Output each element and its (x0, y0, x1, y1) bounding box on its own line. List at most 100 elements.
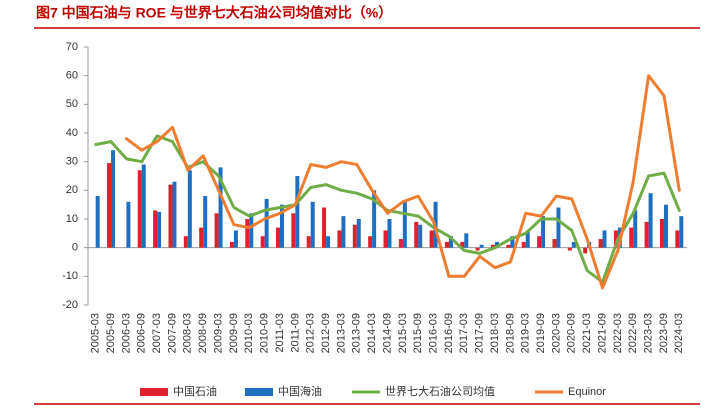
bar (218, 167, 223, 248)
bar (229, 241, 234, 248)
bar (552, 239, 557, 248)
bar (521, 241, 526, 248)
bar (495, 241, 500, 248)
bar (613, 230, 618, 248)
legend-label: 中国海油 (278, 384, 322, 398)
bar (402, 201, 407, 248)
bar (398, 239, 403, 248)
y-tick-label: 0 (72, 242, 78, 254)
x-tick-label: 2011-09 (289, 313, 301, 353)
x-tick-label: 2015-03 (397, 313, 409, 353)
bar (233, 230, 238, 248)
bar (95, 196, 100, 248)
bar (199, 227, 204, 248)
x-tick-label: 2008-03 (182, 313, 194, 353)
x-tick-label: 2017-03 (458, 313, 470, 353)
x-tick-label: 2010-03 (243, 313, 255, 353)
x-tick-label: 2022-09 (627, 313, 639, 353)
legend-label: 中国石油 (173, 384, 217, 398)
legend-swatch (245, 388, 273, 396)
bar (137, 170, 142, 248)
bar (107, 163, 112, 248)
bar (475, 247, 480, 251)
x-tick-label: 2018-03 (489, 313, 501, 353)
x-tick-label: 2021-09 (596, 313, 608, 353)
bar (203, 196, 208, 248)
bar (157, 211, 162, 248)
bar (679, 216, 684, 248)
y-tick-label: 60 (66, 70, 78, 82)
bar (322, 207, 327, 248)
bar (275, 227, 280, 248)
bar (341, 216, 346, 248)
bar (310, 201, 315, 248)
bar (356, 219, 361, 248)
bar (525, 230, 530, 248)
bar (629, 227, 634, 248)
bar (418, 224, 423, 248)
x-tick-label: 2023-03 (643, 313, 655, 353)
x-tick-label: 2005-03 (90, 313, 102, 353)
bar (126, 201, 131, 248)
x-tick-label: 2006-03 (120, 313, 132, 353)
x-tick-label: 2007-03 (151, 313, 163, 353)
bar (387, 219, 392, 248)
bar (583, 247, 588, 254)
y-tick-label: 10 (66, 213, 78, 225)
bar (245, 219, 250, 248)
x-tick-label: 2016-03 (427, 313, 439, 353)
x-tick-label: 2020-03 (550, 313, 562, 353)
x-tick-label: 2011-03 (274, 313, 286, 353)
x-tick-label: 2005-09 (105, 313, 117, 353)
x-tick-label: 2016-09 (443, 313, 455, 353)
bar (602, 230, 607, 248)
bar (556, 207, 561, 248)
bar (648, 193, 653, 248)
legend-label: Equinor (568, 386, 606, 398)
y-tick-label: -10 (62, 270, 78, 282)
bar (571, 241, 576, 248)
bar (326, 236, 331, 248)
bar (279, 204, 284, 248)
bar (172, 181, 177, 248)
bar (214, 213, 219, 248)
bar (264, 198, 269, 248)
bar (537, 236, 542, 248)
x-tick-label: 2014-09 (381, 313, 393, 353)
x-tick-label: 2015-09 (412, 313, 424, 353)
bar (249, 213, 254, 248)
x-tick-label: 2014-03 (366, 313, 378, 353)
bar (291, 213, 296, 248)
bar (368, 236, 373, 248)
x-tick-label: 2019-03 (520, 313, 532, 353)
x-tick-label: 2019-09 (535, 313, 547, 353)
bar (633, 210, 638, 248)
bar (383, 230, 388, 248)
bar (675, 230, 680, 248)
bar (372, 190, 377, 248)
bar (187, 170, 192, 248)
bar (448, 236, 453, 248)
x-tick-label: 2008-09 (197, 313, 209, 353)
x-tick-label: 2018-09 (504, 313, 516, 353)
bar (260, 236, 265, 248)
x-tick-label: 2021-03 (581, 313, 593, 353)
bar (429, 230, 434, 248)
bar (464, 233, 469, 248)
legend-swatch (140, 388, 168, 396)
y-tick-label: 30 (66, 156, 78, 168)
bar (337, 230, 342, 248)
bar (352, 224, 357, 248)
bar (153, 210, 158, 248)
bar (168, 184, 173, 248)
bar (183, 236, 188, 248)
bar (506, 244, 511, 248)
bar (567, 247, 572, 251)
y-tick-label: 40 (66, 127, 78, 139)
bar (644, 221, 649, 248)
x-tick-label: 2009-03 (212, 313, 224, 353)
x-tick-label: 2013-03 (335, 313, 347, 353)
bar (479, 244, 484, 248)
bar (414, 221, 419, 248)
